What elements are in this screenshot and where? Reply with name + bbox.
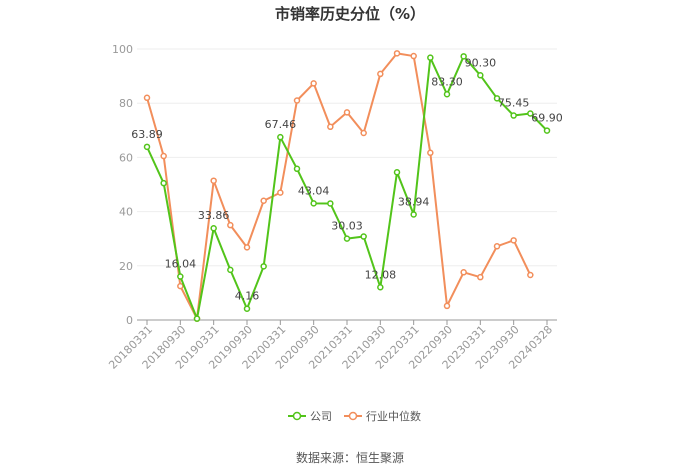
y-tick-label: 60 (119, 151, 133, 164)
data-point[interactable] (377, 284, 384, 291)
legend-label: 行业中位数 (366, 409, 421, 423)
data-point[interactable] (510, 237, 517, 244)
y-tick-label: 20 (119, 260, 133, 273)
series-company (143, 53, 551, 322)
data-label: 83.30 (431, 75, 463, 88)
data-point[interactable] (343, 235, 351, 242)
data-label: 69.90 (531, 112, 563, 125)
data-point[interactable] (160, 179, 167, 187)
data-point[interactable] (510, 112, 517, 119)
legend[interactable]: 公司 行业中位数 (288, 409, 421, 423)
data-point[interactable] (243, 244, 251, 251)
data-labels: 63.89 16.04 33.86 4.16 67.46 43.04 30.03 12.08 3… (131, 56, 563, 302)
data-point[interactable] (293, 165, 301, 173)
data-point[interactable] (393, 169, 401, 176)
data-label: 63.89 (131, 128, 163, 141)
data-point[interactable] (327, 123, 334, 131)
data-point[interactable] (277, 133, 284, 141)
chart-title: 市销率历史分位（%） (275, 5, 425, 23)
y-tick-label: 100 (112, 43, 133, 56)
series-line (146, 55, 548, 320)
data-point[interactable] (327, 200, 334, 207)
data-point[interactable] (427, 54, 434, 61)
y-axis: 0 20 40 60 80 100 (112, 43, 133, 327)
data-point[interactable] (460, 53, 467, 60)
data-point[interactable] (460, 269, 467, 276)
data-point[interactable] (410, 211, 417, 218)
data-point[interactable] (177, 282, 184, 290)
data-point[interactable] (360, 129, 367, 137)
data-label: 12.08 (365, 268, 397, 281)
data-label: 38.94 (398, 195, 430, 208)
data-point[interactable] (427, 149, 434, 157)
data-label: 90.30 (465, 56, 497, 69)
data-point[interactable] (543, 127, 551, 134)
data-source: 数据来源：恒生聚源 (296, 450, 404, 465)
data-point[interactable] (493, 95, 501, 102)
data-point[interactable] (410, 52, 417, 60)
data-point[interactable] (310, 200, 317, 207)
data-point[interactable] (277, 189, 284, 196)
data-point[interactable] (243, 305, 251, 312)
data-point[interactable] (377, 70, 384, 78)
legend-marker (348, 411, 358, 421)
legend-marker (292, 411, 302, 421)
data-point[interactable] (227, 221, 234, 229)
data-point[interactable] (477, 72, 484, 79)
data-label: 4.16 (235, 290, 260, 303)
data-point[interactable] (477, 273, 484, 281)
data-point[interactable] (260, 197, 267, 205)
data-label: 16.04 (165, 258, 197, 271)
legend-item-company[interactable]: 公司 (288, 410, 332, 423)
data-label: 67.46 (265, 118, 297, 131)
data-point[interactable] (260, 263, 267, 270)
data-point[interactable] (527, 110, 534, 117)
data-point[interactable] (210, 224, 217, 232)
data-point[interactable] (310, 80, 317, 87)
data-point[interactable] (160, 152, 167, 160)
y-tick-label: 40 (119, 206, 133, 219)
data-point[interactable] (360, 233, 367, 240)
data-point[interactable] (493, 243, 501, 250)
data-point[interactable] (143, 143, 151, 151)
series-layer (143, 50, 551, 322)
data-label: 43.04 (298, 184, 330, 197)
data-point[interactable] (527, 271, 534, 279)
data-point[interactable] (293, 97, 301, 104)
data-label: 30.03 (331, 220, 363, 233)
data-point[interactable] (343, 109, 351, 116)
data-label: 33.86 (198, 209, 230, 222)
data-point[interactable] (193, 315, 201, 322)
data-point[interactable] (443, 91, 451, 98)
data-point[interactable] (210, 177, 217, 184)
data-point[interactable] (143, 94, 151, 102)
y-tick-label: 80 (119, 97, 133, 110)
legend-label: 公司 (310, 410, 332, 423)
data-label: 75.45 (498, 97, 530, 110)
grid (137, 48, 557, 267)
data-point[interactable] (227, 266, 234, 274)
legend-item-industry-median[interactable]: 行业中位数 (344, 409, 421, 423)
y-tick-label: 0 (126, 314, 133, 327)
series-industry-median (143, 50, 534, 322)
x-axis: 2018033120180930201903312019093020200331… (106, 319, 557, 372)
data-point[interactable] (443, 302, 451, 310)
data-point[interactable] (177, 273, 184, 280)
data-point[interactable] (393, 50, 401, 57)
